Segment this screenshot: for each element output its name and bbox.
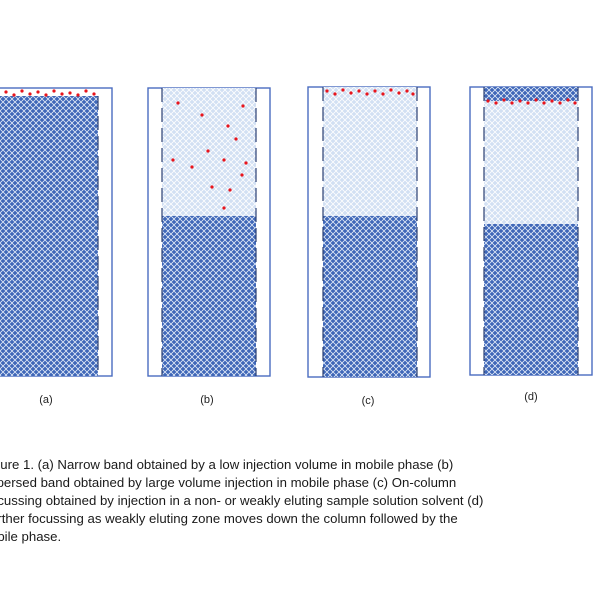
panel-label-a: (a) bbox=[39, 394, 52, 406]
analyte-dot bbox=[226, 124, 230, 128]
panel-label-d: (d) bbox=[524, 391, 537, 403]
analyte-dot bbox=[52, 89, 56, 93]
analyte-dot bbox=[526, 101, 530, 105]
analyte-dot bbox=[502, 98, 506, 102]
column-d-solvent-zone bbox=[484, 101, 578, 224]
analyte-dot bbox=[4, 90, 8, 94]
panel-label-b: (b) bbox=[200, 394, 213, 406]
analyte-dot bbox=[494, 101, 498, 105]
analyte-dot bbox=[411, 92, 415, 96]
column-c-packed-bed bbox=[323, 216, 417, 377]
analyte-dot bbox=[365, 92, 369, 96]
analyte-dot bbox=[206, 149, 210, 153]
analyte-dot bbox=[518, 99, 522, 103]
column-a-packed-bed bbox=[0, 96, 98, 376]
analyte-dot bbox=[44, 93, 48, 97]
caption-line: obile phase. bbox=[0, 529, 62, 544]
column-c-solvent-zone bbox=[323, 87, 417, 216]
analyte-dot bbox=[68, 91, 72, 95]
caption-line: ocussing obtained by injection in a non-… bbox=[0, 493, 484, 508]
column-d-analyte-band bbox=[486, 98, 577, 105]
analyte-dot bbox=[240, 173, 244, 177]
analyte-dot bbox=[190, 165, 194, 169]
column-d-top-packed bbox=[484, 87, 578, 101]
analyte-dot bbox=[405, 89, 409, 93]
analyte-dot bbox=[210, 185, 214, 189]
column-b: (b) bbox=[147, 87, 271, 406]
analyte-dot bbox=[373, 89, 377, 93]
column-d: (d) bbox=[469, 86, 593, 403]
figure-caption: igure 1. (a) Narrow band obtained by a l… bbox=[0, 456, 550, 546]
column-c-analyte-band bbox=[325, 88, 415, 96]
analyte-dot bbox=[397, 91, 401, 95]
caption-line: spersed band obtained by large volume in… bbox=[0, 475, 457, 490]
analyte-dot bbox=[60, 92, 64, 96]
analyte-dot bbox=[325, 89, 329, 93]
analyte-dot bbox=[234, 137, 238, 141]
analyte-dot bbox=[534, 98, 538, 102]
analyte-dot bbox=[200, 113, 204, 117]
analyte-dot bbox=[486, 99, 490, 103]
analyte-dot bbox=[241, 104, 245, 108]
analyte-dot bbox=[244, 161, 248, 165]
caption-line: igure 1. (a) Narrow band obtained by a l… bbox=[0, 457, 454, 472]
analyte-dot bbox=[333, 92, 337, 96]
analyte-dot bbox=[222, 158, 226, 162]
analyte-dot bbox=[349, 91, 353, 95]
column-c: (c) bbox=[307, 86, 431, 407]
analyte-dot bbox=[92, 92, 96, 96]
analyte-dot bbox=[20, 89, 24, 93]
analyte-dot bbox=[76, 93, 80, 97]
analyte-dot bbox=[389, 88, 393, 92]
column-b-analyte-dispersed bbox=[171, 101, 248, 210]
panel-label-c: (c) bbox=[362, 395, 375, 407]
analyte-dot bbox=[550, 99, 554, 103]
analyte-dot bbox=[222, 206, 226, 210]
analyte-dot bbox=[12, 93, 16, 97]
analyte-dot bbox=[381, 92, 385, 96]
column-d-packed-bed bbox=[484, 224, 578, 375]
analyte-dot bbox=[573, 101, 577, 105]
analyte-dot bbox=[171, 158, 175, 162]
column-a: (a) bbox=[0, 87, 113, 406]
analyte-dot bbox=[566, 98, 570, 102]
analyte-dot bbox=[357, 89, 361, 93]
analyte-dot bbox=[558, 101, 562, 105]
caption-line: urther focussing as weakly eluting zone … bbox=[0, 511, 458, 526]
column-b-packed-bed bbox=[162, 216, 256, 376]
analyte-dot bbox=[84, 89, 88, 93]
analyte-dot bbox=[510, 101, 514, 105]
analyte-dot bbox=[228, 188, 232, 192]
analyte-dot bbox=[36, 90, 40, 94]
analyte-dot bbox=[28, 92, 32, 96]
column-a-analyte-band bbox=[4, 89, 96, 97]
analyte-dot bbox=[176, 101, 180, 105]
analyte-dot bbox=[341, 88, 345, 92]
analyte-dot bbox=[542, 101, 546, 105]
